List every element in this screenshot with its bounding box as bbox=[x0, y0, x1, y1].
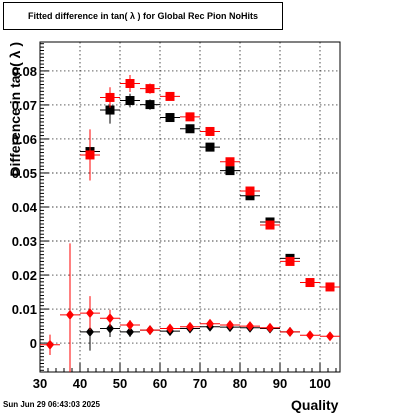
data-point-square bbox=[265, 220, 275, 230]
y-tick-label: 0.08 bbox=[12, 64, 37, 79]
y-tick-label: 0.04 bbox=[12, 200, 38, 215]
x-tick-label: 40 bbox=[73, 376, 87, 391]
data-point-diamond bbox=[146, 325, 154, 336]
x-tick-label: 70 bbox=[193, 376, 207, 391]
data-point-diamond bbox=[246, 321, 254, 332]
data-point-diamond bbox=[86, 308, 94, 319]
data-point-diamond bbox=[186, 321, 194, 332]
footer-date: Sun Jun 29 06:43:03 2025 bbox=[3, 400, 100, 409]
data-point-diamond bbox=[326, 331, 334, 342]
data-point-square bbox=[245, 191, 255, 201]
data-point-diamond bbox=[106, 323, 114, 334]
data-point-square bbox=[165, 113, 175, 123]
tick-labels: 30 40 50 60 70 80 90 100 0 0.01 0.02 0.03 0.04 0.05 0.… bbox=[12, 64, 331, 391]
data-point-square bbox=[205, 126, 215, 136]
data-point-square bbox=[225, 157, 235, 167]
data-point-diamond bbox=[266, 322, 274, 333]
data-point-diamond bbox=[166, 323, 174, 334]
title-box: Fitted difference in tan( λ ) for Global… bbox=[3, 2, 283, 30]
y-tick-label: 0.01 bbox=[12, 302, 37, 317]
data-point-square bbox=[225, 166, 235, 176]
y-tick-label: 0.03 bbox=[12, 234, 37, 249]
data-point-diamond bbox=[126, 326, 134, 337]
y-tick-label: 0.02 bbox=[12, 268, 37, 283]
data-point-square bbox=[145, 100, 155, 110]
y-tick-label: 0 bbox=[30, 336, 37, 351]
data-point-diamond bbox=[306, 330, 314, 341]
x-tick-label: 30 bbox=[33, 376, 47, 391]
data-point-diamond bbox=[46, 339, 54, 350]
y-tick-label: 0.07 bbox=[12, 98, 37, 113]
data-point-square bbox=[205, 142, 215, 152]
x-tick-label: 90 bbox=[273, 376, 287, 391]
axes bbox=[39, 41, 341, 373]
data-point-square bbox=[185, 112, 195, 122]
data-point-square bbox=[305, 278, 315, 288]
data-point-square bbox=[245, 186, 255, 196]
y-tick-label: 0.05 bbox=[12, 166, 37, 181]
data-point-square bbox=[285, 256, 295, 266]
x-tick-label: 50 bbox=[113, 376, 127, 391]
data-point-square bbox=[165, 91, 175, 101]
data-point-square bbox=[105, 105, 115, 115]
x-axis-label: Quality bbox=[291, 397, 339, 413]
y-axis-label: Difference in tan( λ ) bbox=[7, 42, 23, 177]
chart-title: Fitted difference in tan( λ ) for Global… bbox=[27, 11, 259, 21]
data-point-diamond bbox=[66, 309, 74, 320]
data-marks bbox=[40, 75, 340, 372]
data-point-square bbox=[145, 84, 155, 94]
data-point-square bbox=[125, 79, 135, 89]
data-point-diamond bbox=[226, 320, 234, 331]
data-point-diamond bbox=[286, 326, 294, 337]
data-point-square bbox=[85, 150, 95, 160]
data-point-square bbox=[125, 96, 135, 106]
data-point-square bbox=[325, 282, 335, 292]
data-point-diamond bbox=[206, 318, 214, 329]
y-tick-label: 0.06 bbox=[12, 132, 37, 147]
data-point-square bbox=[105, 92, 115, 102]
grid-lines bbox=[40, 42, 340, 372]
x-tick-label: 100 bbox=[309, 376, 331, 391]
data-point-diamond bbox=[86, 326, 94, 337]
x-tick-label: 60 bbox=[153, 376, 167, 391]
data-point-square bbox=[185, 124, 195, 134]
data-point-diamond bbox=[126, 320, 134, 331]
x-tick-label: 80 bbox=[233, 376, 247, 391]
data-point-diamond bbox=[106, 313, 114, 324]
